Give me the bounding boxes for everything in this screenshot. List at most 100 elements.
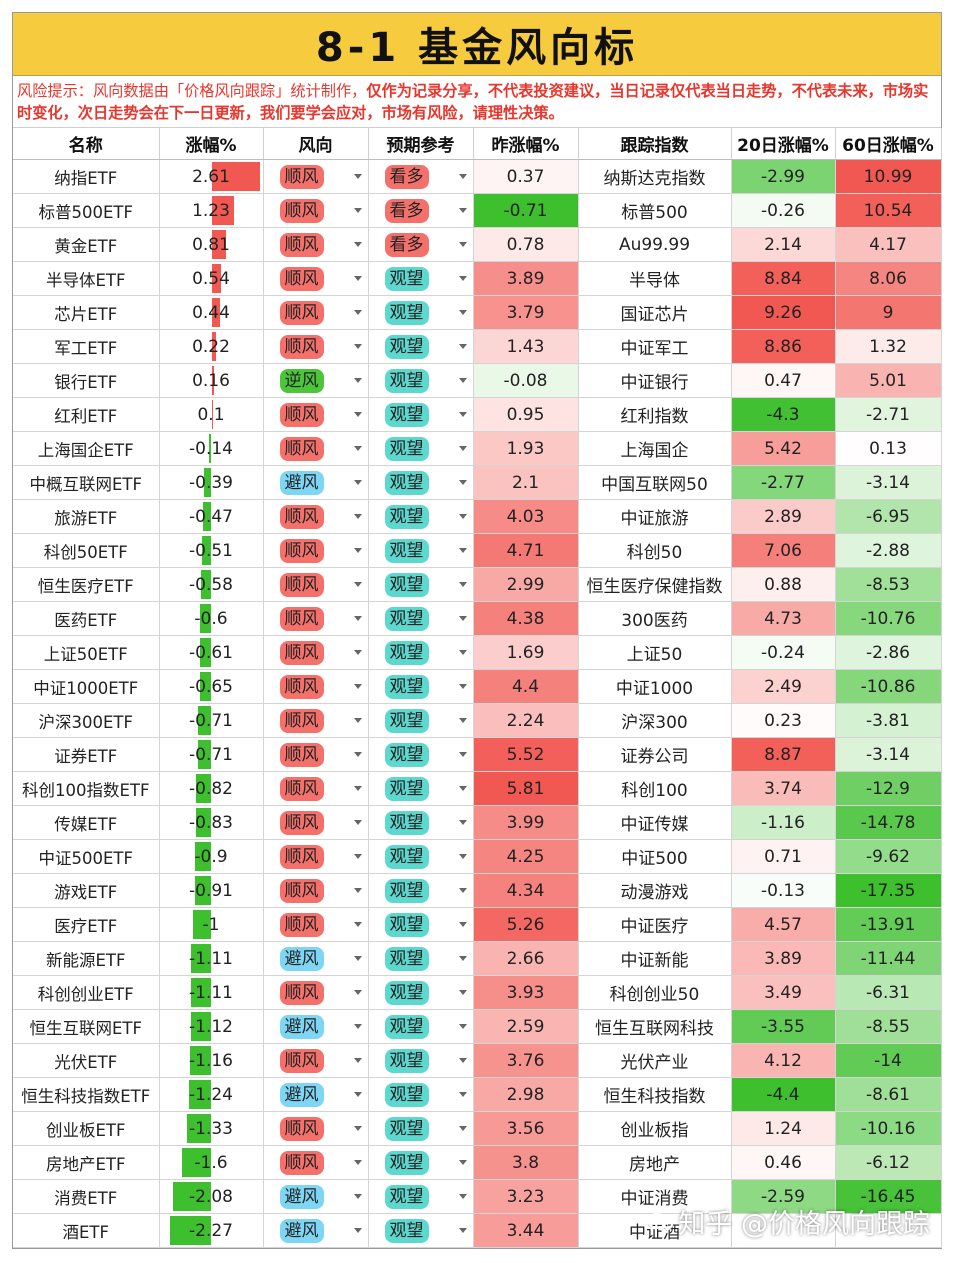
chevron-down-icon[interactable] [353,752,362,757]
wind-dropdown[interactable]: 顺风 [263,873,369,908]
wind-dropdown[interactable]: 避风 [263,1009,369,1044]
wind-dropdown[interactable]: 顺风 [263,533,369,568]
chevron-down-icon[interactable] [458,956,467,961]
chevron-down-icon[interactable] [458,412,467,417]
chevron-down-icon[interactable] [353,1024,362,1029]
wind-dropdown[interactable]: 顺风 [263,737,369,772]
expectation-dropdown[interactable]: 观望 [368,567,474,602]
chevron-down-icon[interactable] [458,242,467,247]
expectation-dropdown[interactable]: 观望 [368,397,474,432]
chevron-down-icon[interactable] [458,1126,467,1131]
chevron-down-icon[interactable] [458,548,467,553]
chevron-down-icon[interactable] [458,446,467,451]
wind-dropdown[interactable]: 顺风 [263,1145,369,1180]
chevron-down-icon[interactable] [353,1194,362,1199]
chevron-down-icon[interactable] [458,786,467,791]
wind-dropdown[interactable]: 避风 [263,941,369,976]
expectation-dropdown[interactable]: 观望 [368,975,474,1010]
wind-dropdown[interactable]: 顺风 [263,193,369,228]
column-header-60d-change[interactable]: 60日涨幅% [835,128,942,160]
expectation-dropdown[interactable]: 观望 [368,295,474,330]
expectation-dropdown[interactable]: 观望 [368,1077,474,1112]
column-header-prev-change[interactable]: 昨涨幅% [473,128,579,160]
chevron-down-icon[interactable] [353,820,362,825]
expectation-dropdown[interactable]: 看多 [368,193,474,228]
chevron-down-icon[interactable] [458,990,467,995]
chevron-down-icon[interactable] [458,888,467,893]
wind-dropdown[interactable]: 顺风 [263,499,369,534]
expectation-dropdown[interactable]: 观望 [368,1111,474,1146]
chevron-down-icon[interactable] [353,956,362,961]
chevron-down-icon[interactable] [353,854,362,859]
expectation-dropdown[interactable]: 看多 [368,227,474,262]
wind-dropdown[interactable]: 顺风 [263,601,369,636]
wind-dropdown[interactable]: 顺风 [263,227,369,262]
expectation-dropdown[interactable]: 观望 [368,1179,474,1214]
chevron-down-icon[interactable] [353,480,362,485]
expectation-dropdown[interactable]: 观望 [368,499,474,534]
wind-dropdown[interactable]: 避风 [263,465,369,500]
chevron-down-icon[interactable] [353,650,362,655]
wind-dropdown[interactable]: 顺风 [263,771,369,806]
wind-dropdown[interactable]: 避风 [263,1179,369,1214]
wind-dropdown[interactable]: 顺风 [263,1111,369,1146]
chevron-down-icon[interactable] [458,174,467,179]
expectation-dropdown[interactable]: 观望 [368,941,474,976]
wind-dropdown[interactable]: 顺风 [263,703,369,738]
chevron-down-icon[interactable] [458,1058,467,1063]
expectation-dropdown[interactable]: 观望 [368,261,474,296]
wind-dropdown[interactable]: 顺风 [263,635,369,670]
expectation-dropdown[interactable]: 观望 [368,465,474,500]
chevron-down-icon[interactable] [353,310,362,315]
wind-dropdown[interactable]: 顺风 [263,805,369,840]
column-header-change[interactable]: 涨幅% [159,128,264,160]
chevron-down-icon[interactable] [458,344,467,349]
chevron-down-icon[interactable] [353,446,362,451]
wind-dropdown[interactable]: 逆风 [263,363,369,398]
expectation-dropdown[interactable]: 观望 [368,1145,474,1180]
chevron-down-icon[interactable] [353,888,362,893]
wind-dropdown[interactable]: 顺风 [263,1043,369,1078]
wind-dropdown[interactable]: 避风 [263,1213,369,1248]
wind-dropdown[interactable]: 顺风 [263,295,369,330]
expectation-dropdown[interactable]: 观望 [368,601,474,636]
chevron-down-icon[interactable] [458,514,467,519]
chevron-down-icon[interactable] [353,344,362,349]
chevron-down-icon[interactable] [353,1126,362,1131]
chevron-down-icon[interactable] [458,1092,467,1097]
expectation-dropdown[interactable]: 观望 [368,703,474,738]
expectation-dropdown[interactable]: 观望 [368,431,474,466]
chevron-down-icon[interactable] [458,378,467,383]
wind-dropdown[interactable]: 顺风 [263,975,369,1010]
chevron-down-icon[interactable] [353,378,362,383]
chevron-down-icon[interactable] [458,1194,467,1199]
expectation-dropdown[interactable]: 观望 [368,1213,474,1248]
chevron-down-icon[interactable] [458,854,467,859]
chevron-down-icon[interactable] [353,684,362,689]
column-header-tracked-index[interactable]: 跟踪指数 [578,128,732,160]
chevron-down-icon[interactable] [458,582,467,587]
chevron-down-icon[interactable] [458,480,467,485]
chevron-down-icon[interactable] [353,174,362,179]
expectation-dropdown[interactable]: 看多 [368,159,474,194]
expectation-dropdown[interactable]: 观望 [368,1009,474,1044]
wind-dropdown[interactable]: 顺风 [263,907,369,942]
chevron-down-icon[interactable] [458,276,467,281]
expectation-dropdown[interactable]: 观望 [368,907,474,942]
expectation-dropdown[interactable]: 观望 [368,533,474,568]
chevron-down-icon[interactable] [353,922,362,927]
chevron-down-icon[interactable] [353,582,362,587]
chevron-down-icon[interactable] [458,1160,467,1165]
wind-dropdown[interactable]: 顺风 [263,261,369,296]
expectation-dropdown[interactable]: 观望 [368,839,474,874]
expectation-dropdown[interactable]: 观望 [368,805,474,840]
wind-dropdown[interactable]: 顺风 [263,397,369,432]
chevron-down-icon[interactable] [353,990,362,995]
chevron-down-icon[interactable] [353,548,362,553]
chevron-down-icon[interactable] [353,1058,362,1063]
chevron-down-icon[interactable] [458,1228,467,1233]
chevron-down-icon[interactable] [353,1160,362,1165]
wind-dropdown[interactable]: 顺风 [263,431,369,466]
expectation-dropdown[interactable]: 观望 [368,771,474,806]
expectation-dropdown[interactable]: 观望 [368,363,474,398]
